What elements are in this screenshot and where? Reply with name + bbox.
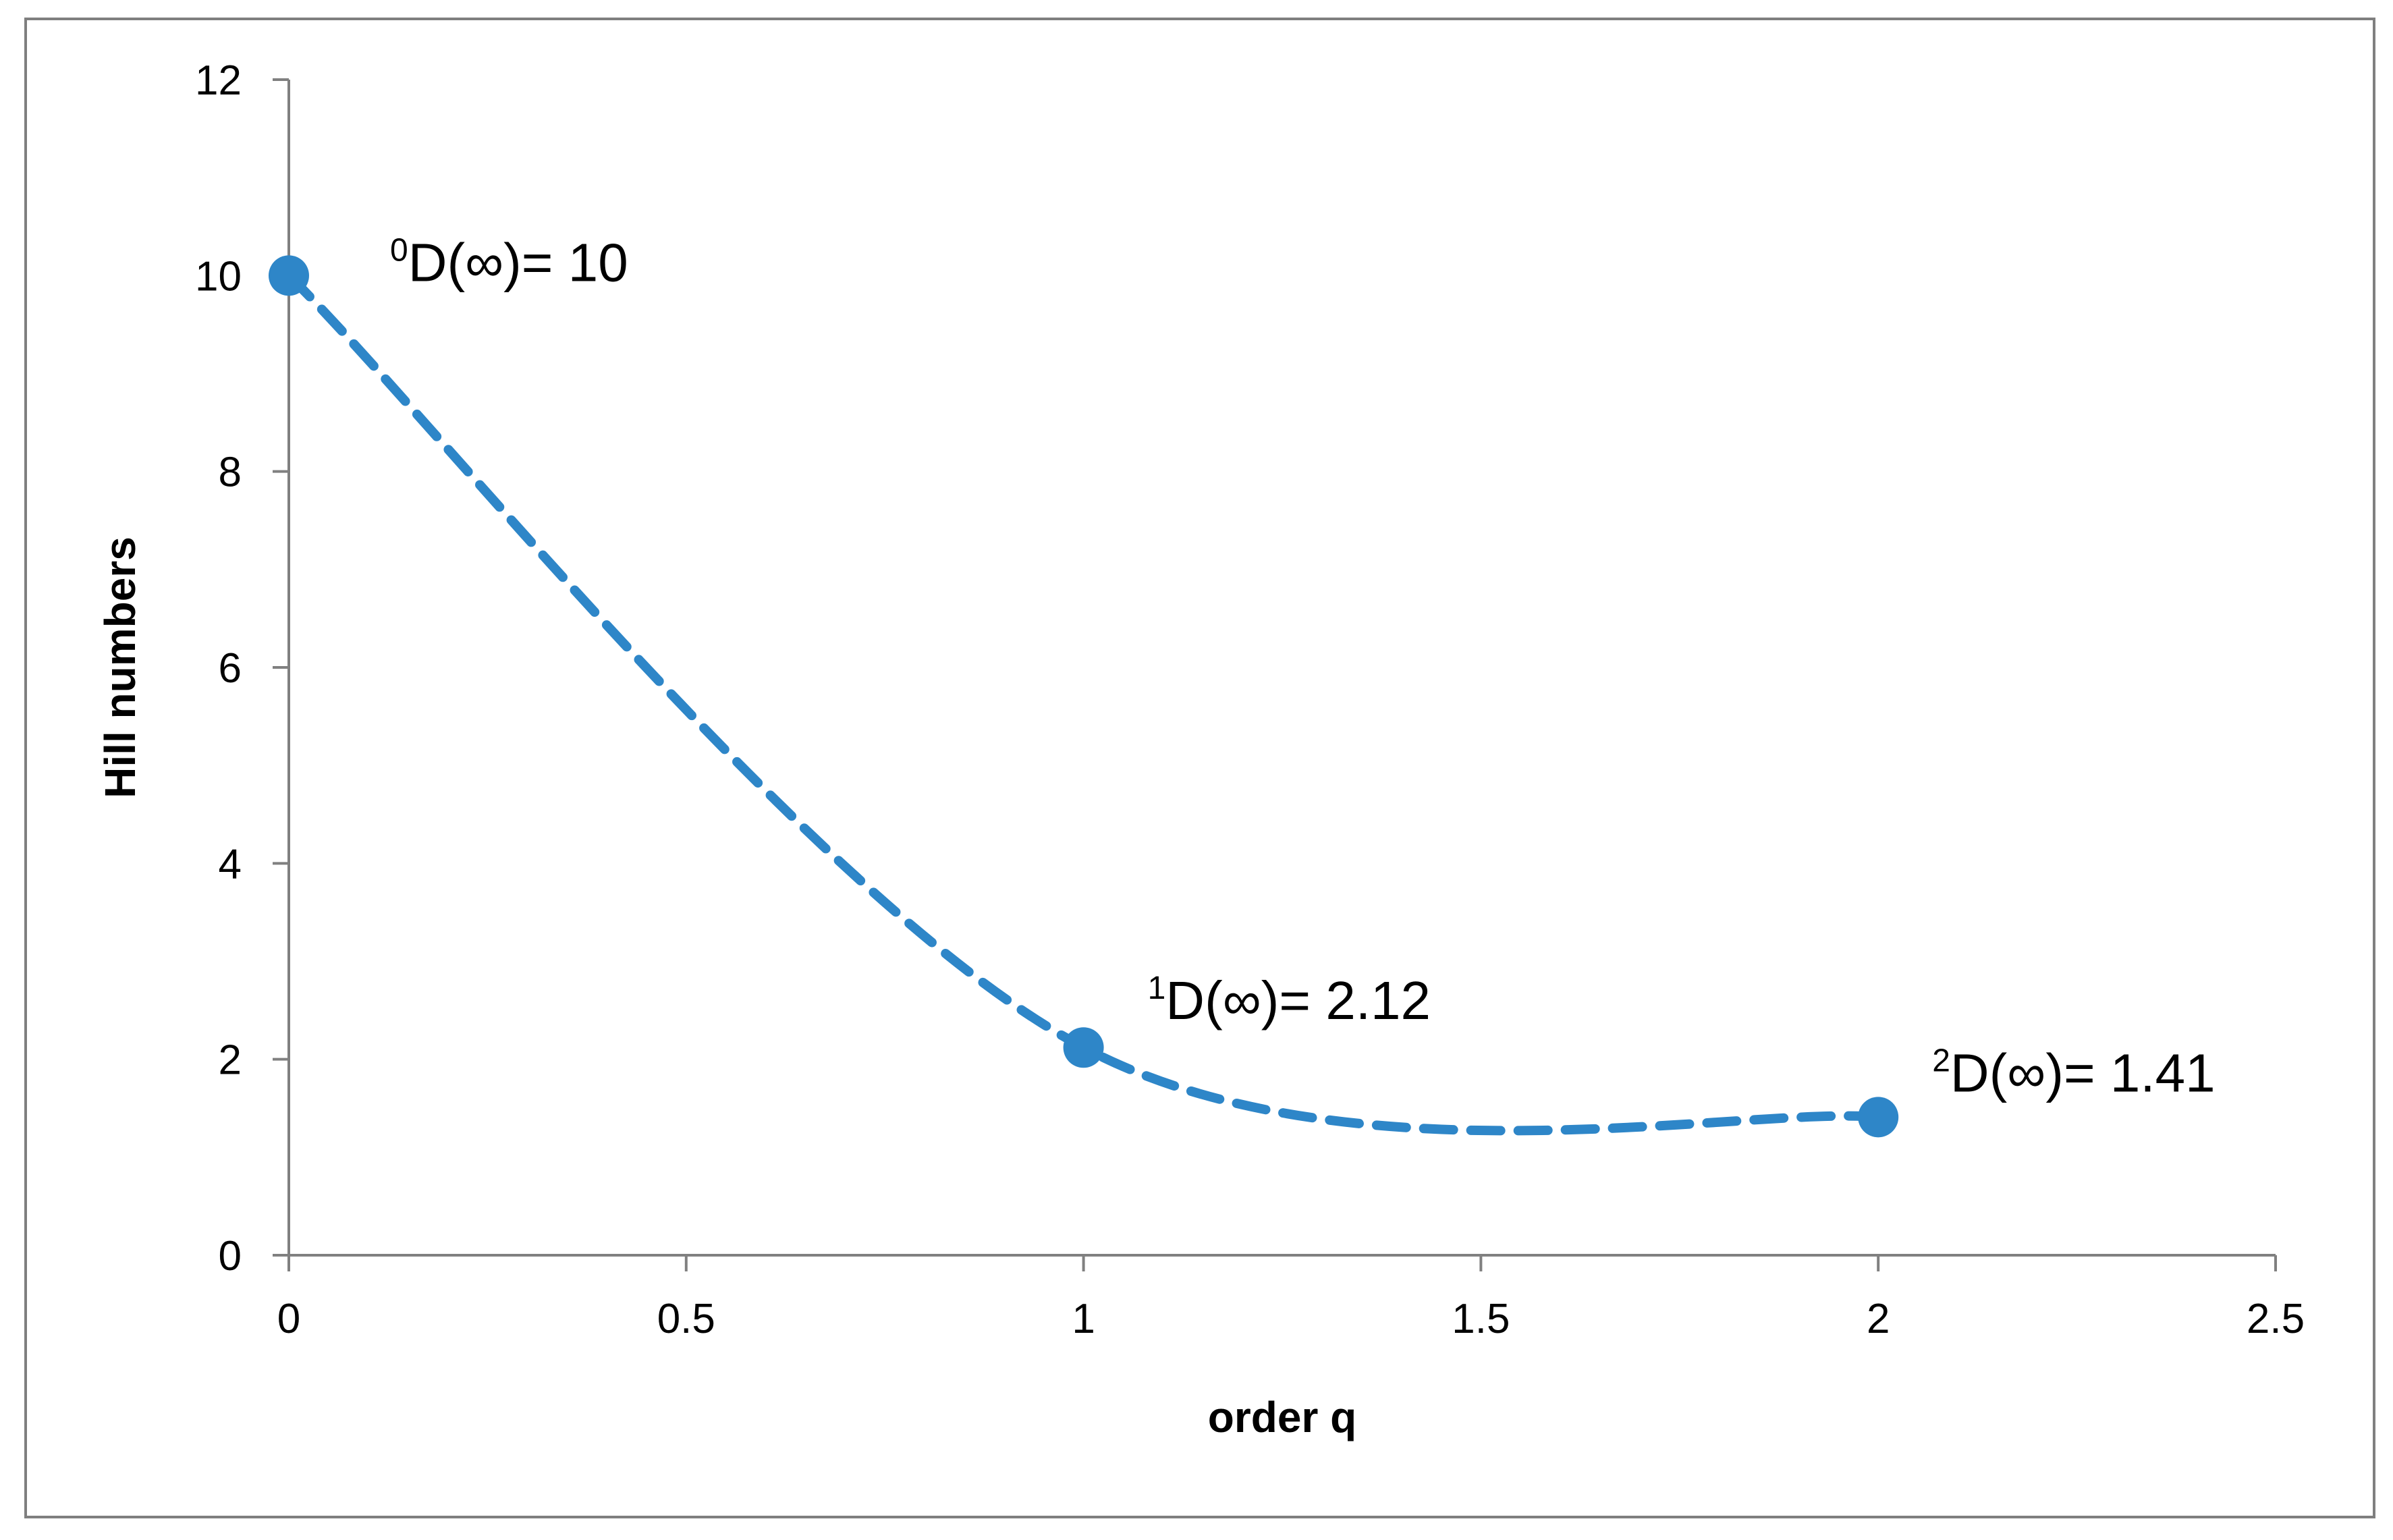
data-label: 0D(∞)= 10 xyxy=(390,232,628,292)
x-tick-label: 1 xyxy=(1072,1296,1095,1342)
y-tick-label: 8 xyxy=(219,449,242,496)
data-point xyxy=(1858,1097,1899,1138)
x-tick-label: 0 xyxy=(277,1296,300,1342)
y-axis-title: Hill numbers xyxy=(96,537,144,798)
data-labels: 0D(∞)= 10 1D(∞)= 2.12 2D(∞)= 1.41 xyxy=(390,232,2216,1103)
x-tick-label: 2.5 xyxy=(2247,1296,2305,1342)
x-tick-label: 2 xyxy=(1867,1296,1890,1342)
y-tick-label: 12 xyxy=(195,57,242,104)
chart-frame xyxy=(24,18,2375,1518)
y-tick-label: 0 xyxy=(219,1233,242,1280)
data-point xyxy=(269,255,309,296)
y-tick-label: 2 xyxy=(219,1037,242,1084)
series-line xyxy=(284,271,1883,1136)
series-group xyxy=(269,255,1899,1138)
y-tick-label: 10 xyxy=(195,253,242,300)
data-label: 1D(∞)= 2.12 xyxy=(1148,970,1431,1030)
data-point xyxy=(1063,1027,1104,1068)
y-tick-label: 4 xyxy=(219,841,242,887)
data-label: 2D(∞)= 1.41 xyxy=(1932,1043,2215,1103)
x-tick-label: 1.5 xyxy=(1452,1296,1510,1342)
y-tick-label: 6 xyxy=(219,645,242,692)
x-axis-title: order q xyxy=(1208,1393,1356,1441)
x-tick-label: 0.5 xyxy=(657,1296,715,1342)
